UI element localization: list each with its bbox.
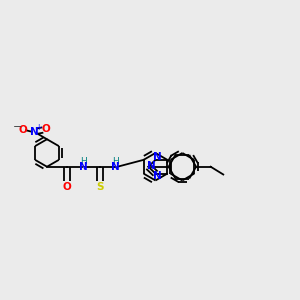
Text: N: N <box>30 127 39 137</box>
Text: O: O <box>63 182 72 192</box>
Text: N: N <box>79 162 88 172</box>
Text: N: N <box>153 171 161 181</box>
Text: N: N <box>153 152 161 163</box>
Text: S: S <box>96 182 103 192</box>
Text: N: N <box>111 162 120 172</box>
Text: O: O <box>19 125 28 135</box>
Text: N: N <box>147 161 156 171</box>
Text: H: H <box>112 157 119 166</box>
Text: −: − <box>12 122 22 132</box>
Text: O: O <box>41 124 50 134</box>
Text: H: H <box>80 157 87 166</box>
Text: +: + <box>35 122 41 131</box>
